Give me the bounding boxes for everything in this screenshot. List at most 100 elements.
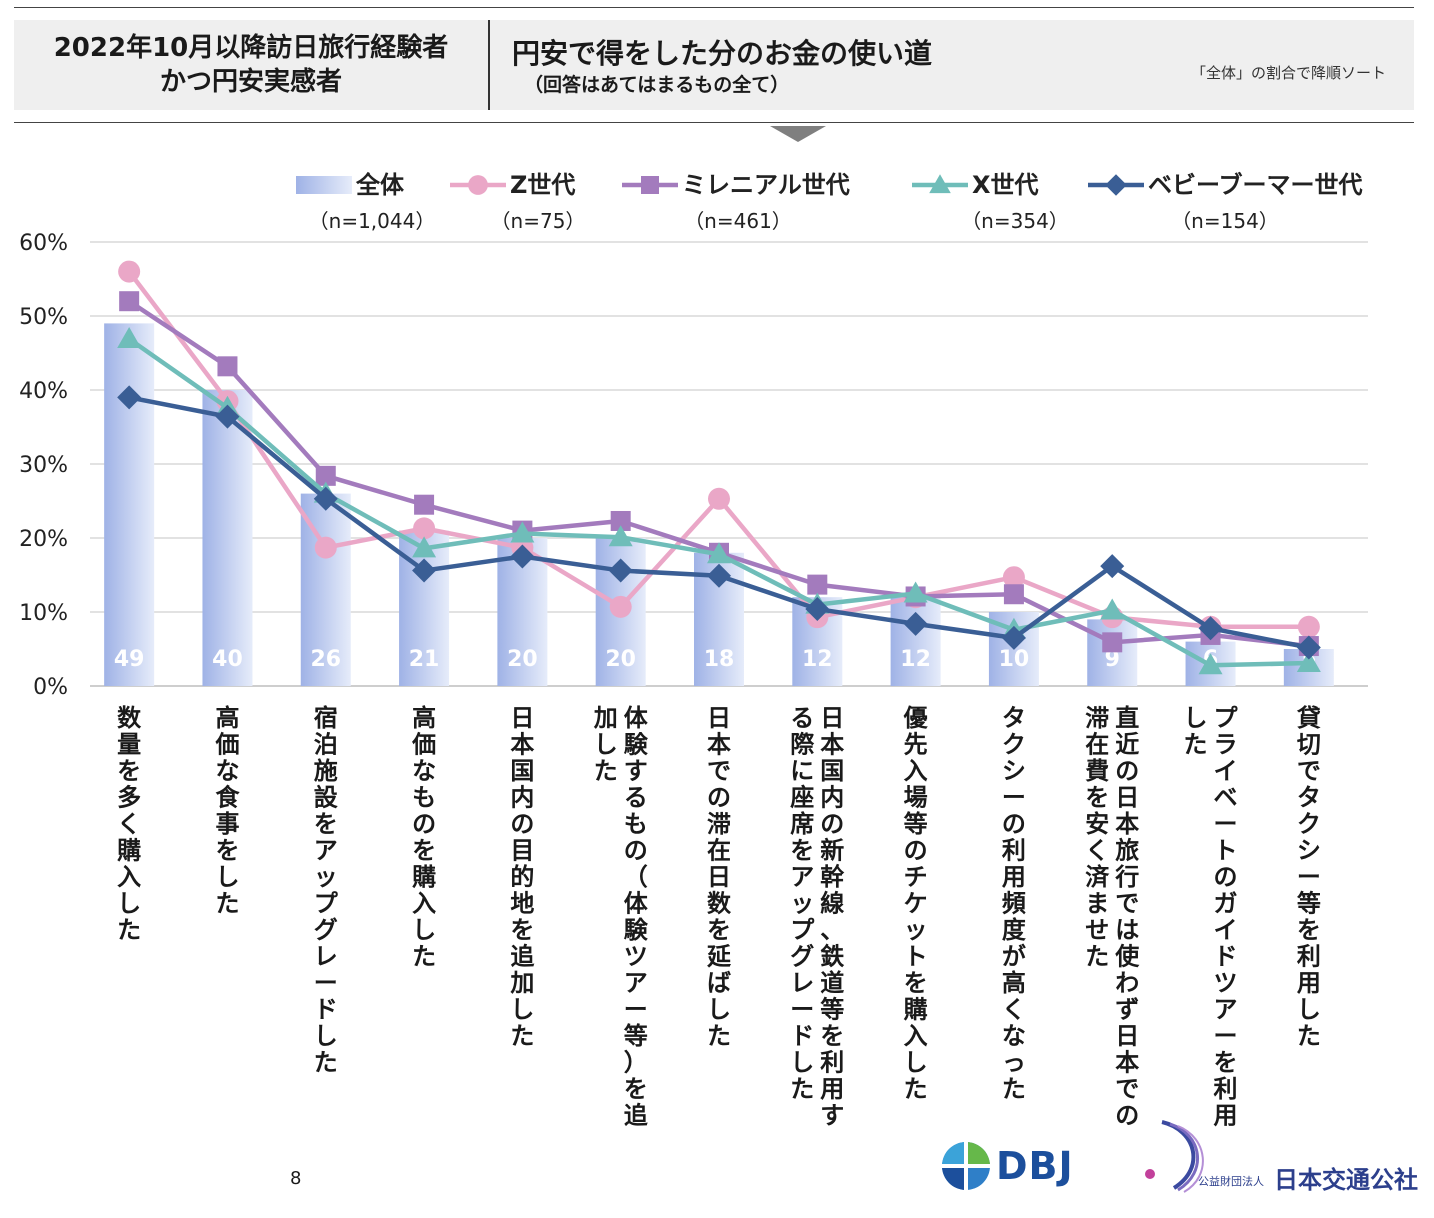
category-label-char: 高: [215, 704, 239, 732]
header-bottom-rule: [14, 122, 1414, 123]
category-label-char: は: [1115, 916, 1139, 944]
data-point: [1297, 615, 1320, 638]
bar-value-label: 12: [900, 647, 931, 672]
category-label-char: ト: [904, 943, 928, 971]
category-label-char: も: [412, 784, 436, 812]
category-label-char: た: [594, 757, 618, 785]
category-label-char: ー: [1002, 784, 1026, 812]
category-label-char: 用: [1214, 1102, 1238, 1130]
category-label-char: 内: [820, 784, 844, 812]
data-point: [117, 326, 142, 348]
category-label-char: 入: [904, 1022, 928, 1050]
category-label-char: ド: [314, 996, 338, 1024]
legend-n-label: （n=461）: [684, 209, 792, 233]
jtb-logo-org-type: 公益財団法人: [1198, 1175, 1264, 1188]
category-label-char: 滞: [707, 810, 731, 838]
category-label-char: 際: [790, 731, 814, 759]
category-label-char: シ: [1002, 757, 1026, 785]
category-label-char: の: [707, 784, 731, 812]
category-label-char: で: [1297, 757, 1321, 785]
category-label-char: し: [314, 1022, 338, 1050]
category-label-char: 数: [117, 704, 142, 732]
category-label-char: ー: [314, 969, 338, 997]
category-label-char: な: [412, 757, 436, 785]
category-label-char: し: [790, 1049, 814, 1077]
category-label-char: 加: [510, 969, 534, 997]
legend-n-label: （n=75）: [491, 209, 586, 233]
category-label-char: 追: [510, 943, 535, 971]
category-label-char: の: [1115, 757, 1139, 785]
data-point: [510, 544, 535, 569]
y-tick-label: 60%: [19, 231, 68, 256]
category-label-char: 、: [820, 916, 844, 944]
category-label-char: 泊: [314, 731, 338, 759]
category-label-char: っ: [1002, 1049, 1026, 1077]
data-point: [119, 291, 140, 312]
category-label-char: 場: [904, 784, 928, 812]
category-label-char: 日: [1115, 784, 1139, 812]
dbj-globe-icon: [942, 1142, 990, 1190]
category-label-char: 国: [820, 757, 844, 785]
category-label-char: ッ: [314, 863, 338, 891]
category-label-char: ば: [707, 969, 731, 997]
bar: [890, 597, 941, 686]
category-label-char: く: [1085, 837, 1109, 865]
category-label-char: 席: [790, 810, 814, 838]
category-label-char: 本: [820, 731, 844, 759]
bar-value-label: 20: [605, 647, 636, 672]
data-point: [903, 581, 928, 603]
category-label-char: し: [1184, 704, 1208, 732]
data-point: [641, 176, 659, 194]
category-label-char: た: [904, 1075, 928, 1103]
legend-n-label: （n=354）: [961, 209, 1069, 233]
sort-note: 「全体」の割合で降順ソート: [1190, 64, 1386, 82]
category-label-char: 直: [1115, 704, 1139, 732]
bar-value-label: 26: [310, 647, 341, 672]
bar: [202, 390, 253, 686]
category-label-char: を: [790, 837, 814, 865]
data-point: [315, 465, 336, 486]
category-label-char: 優: [903, 704, 929, 732]
category-label-char: ア: [314, 837, 338, 865]
bar-value-label: 9: [1105, 647, 1120, 672]
category-label-char: （: [624, 863, 648, 891]
category-label-char: を: [820, 1022, 844, 1050]
category-label-char: た: [1002, 1075, 1026, 1103]
down-arrow-icon: [770, 126, 826, 142]
y-tick-label: 20%: [19, 527, 68, 552]
category-label-char: し: [904, 1049, 928, 1077]
category-label-char: し: [707, 996, 731, 1024]
category-label-char: 日: [510, 704, 534, 732]
category-label-char: 設: [314, 784, 339, 812]
category-label-char: す: [624, 757, 648, 785]
data-point: [314, 536, 337, 559]
category-label-char: 体: [624, 704, 649, 732]
page-subtitle: （回答はあてはまるもの全て）: [524, 74, 790, 96]
category-label-char: ッ: [790, 890, 814, 918]
category-label-char: 体: [624, 890, 649, 918]
category-label-char: 本: [510, 731, 534, 759]
category-label-char: を: [624, 1075, 648, 1103]
category-label-char: 頻: [1002, 890, 1026, 918]
category-label-char: 価: [411, 731, 436, 759]
category-label-char: 入: [117, 863, 141, 891]
category-label: した: [1184, 704, 1208, 759]
dbj-logo-text: DBJ: [996, 1144, 1074, 1188]
jtb-logo: 公益財団法人 日本交通公社: [1132, 1116, 1422, 1196]
legend-label: X世代: [972, 171, 1039, 199]
category-label-char: 施: [314, 757, 338, 785]
category-label-char: ー: [790, 996, 814, 1024]
category-label-char: 在: [707, 837, 731, 865]
category-label-char: 験: [624, 731, 649, 759]
category-label-char: 国: [510, 757, 534, 785]
y-tick-label: 10%: [19, 601, 68, 626]
category-label-char: ベ: [1214, 784, 1238, 812]
category-label-char: た: [707, 1022, 731, 1050]
category-label-char: を: [707, 916, 731, 944]
data-point: [1100, 598, 1125, 620]
category-label-char: を: [314, 810, 338, 838]
category-label-char: 線: [820, 890, 844, 918]
